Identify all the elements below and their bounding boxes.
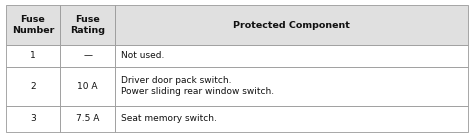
Text: —: — xyxy=(83,51,92,60)
Text: Seat memory switch.: Seat memory switch. xyxy=(120,114,217,123)
Text: 7.5 A: 7.5 A xyxy=(76,114,99,123)
Text: Fuse
Rating: Fuse Rating xyxy=(70,15,105,35)
Text: 10 A: 10 A xyxy=(77,82,98,91)
Text: 1: 1 xyxy=(30,51,36,60)
Bar xyxy=(60,106,115,132)
Text: 2: 2 xyxy=(30,82,36,91)
Bar xyxy=(6,67,60,106)
Text: Driver door pack switch.
Power sliding rear window switch.: Driver door pack switch. Power sliding r… xyxy=(120,76,273,96)
Text: Fuse
Number: Fuse Number xyxy=(12,15,54,35)
Bar xyxy=(60,5,115,45)
Bar xyxy=(115,106,468,132)
Bar xyxy=(115,5,468,45)
Bar xyxy=(115,67,468,106)
Bar xyxy=(6,45,60,67)
Bar xyxy=(6,106,60,132)
Text: 3: 3 xyxy=(30,114,36,123)
Bar xyxy=(60,45,115,67)
Bar xyxy=(60,67,115,106)
Text: Not used.: Not used. xyxy=(120,51,164,60)
Bar xyxy=(6,5,60,45)
Bar xyxy=(115,45,468,67)
Text: Protected Component: Protected Component xyxy=(233,21,350,30)
